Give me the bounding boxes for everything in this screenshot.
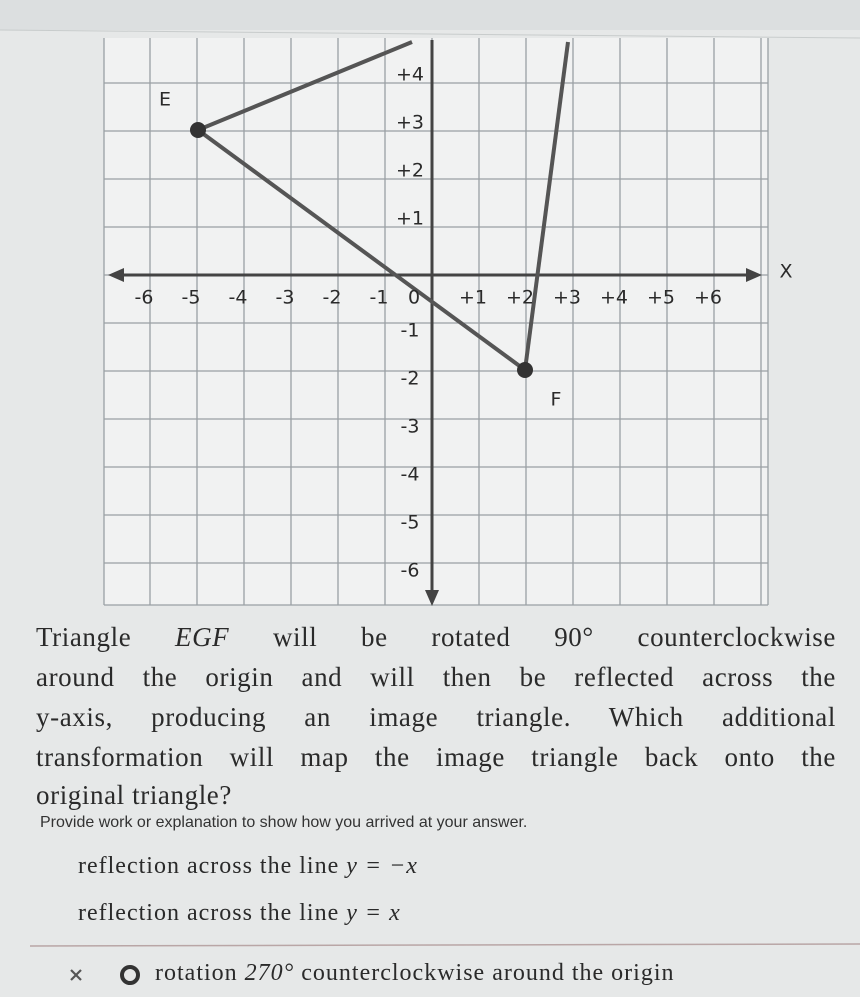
answer-option[interactable]: reflection across the line y = −x: [78, 853, 418, 880]
option-text: reflection across the line: [78, 853, 347, 879]
y-tick-label: -6: [401, 560, 420, 582]
question-text: around the origin and will then be refle…: [36, 662, 836, 692]
question-text: 90°: [554, 622, 594, 652]
top-bar: [0, 0, 860, 30]
x-tick-label: -6: [135, 287, 154, 309]
option-text: rotation: [155, 960, 245, 986]
x-tick-label: +4: [600, 287, 628, 309]
segment-ef: [196, 128, 527, 372]
instruction: Provide work or explanation to show how …: [40, 814, 528, 831]
grid: [103, 38, 769, 606]
origin-label: 0: [408, 287, 420, 309]
segment-eg: [197, 40, 413, 132]
question-text: Triangle: [36, 622, 175, 652]
selected-radio[interactable]: [120, 965, 140, 985]
x-tick-label: -2: [323, 287, 342, 309]
question-line: Triangle EGF will be rotated 90° counter…: [36, 622, 836, 653]
x-tick-label: -3: [276, 287, 295, 309]
top-edge: [0, 29, 860, 39]
y-tick-label: -1: [401, 320, 420, 342]
x-axis-label: X: [779, 261, 792, 283]
x-tick-label: -5: [182, 287, 201, 309]
question-line: transformation will map the image triang…: [36, 742, 836, 773]
x-tick-label: -4: [229, 287, 248, 309]
point-f: [517, 362, 533, 378]
question-text: original triangle?: [36, 780, 232, 810]
separator: [29, 943, 860, 947]
x-tick-label: +5: [647, 287, 675, 309]
question-line: y-axis, producing an image triangle. Whi…: [36, 702, 836, 733]
question-line: original triangle?: [36, 780, 836, 811]
y-tick-label: -2: [401, 368, 420, 390]
incorrect-icon: [70, 969, 82, 981]
x-tick-label: -1: [370, 287, 389, 309]
y-tick-label: -4: [401, 464, 420, 486]
question-text: EGF: [174, 622, 230, 652]
y-tick-label: -5: [401, 512, 420, 534]
option-text: y = x: [346, 900, 401, 926]
y-tick-label: +1: [396, 208, 424, 230]
arrow: [425, 590, 439, 606]
y-tick-label: -3: [401, 416, 420, 438]
option-text: 270°: [244, 960, 295, 986]
y-tick-label: +2: [396, 160, 424, 182]
question-text: counterclockwise: [593, 622, 837, 652]
question-text: y-axis, producing an image triangle. Whi…: [36, 702, 836, 732]
answer-option[interactable]: rotation 270° counterclockwise around th…: [155, 960, 675, 987]
y-tick-label: +4: [396, 64, 424, 86]
point-label: F: [551, 389, 562, 411]
answer-option[interactable]: reflection across the line y = x: [78, 900, 401, 927]
x-tick-label: +6: [694, 287, 722, 309]
point-label: E: [159, 89, 171, 111]
x-tick-label: +2: [506, 287, 534, 309]
y-tick-label: +3: [396, 112, 424, 134]
option-text: reflection across the line: [78, 900, 347, 926]
x-tick-label: +1: [459, 287, 487, 309]
question-line: around the origin and will then be refle…: [36, 662, 836, 693]
question-text: will be rotated: [229, 622, 555, 652]
x-tick-label: +3: [553, 287, 581, 309]
point-e: [190, 122, 206, 138]
segment-fg: [523, 41, 570, 371]
option-text: y = −x: [346, 853, 418, 879]
question-text: transformation will map the image triang…: [36, 742, 836, 772]
arrow: [108, 268, 124, 282]
option-text: counterclockwise around the origin: [294, 960, 675, 986]
grid-background: [104, 38, 768, 605]
arrow: [746, 268, 762, 282]
